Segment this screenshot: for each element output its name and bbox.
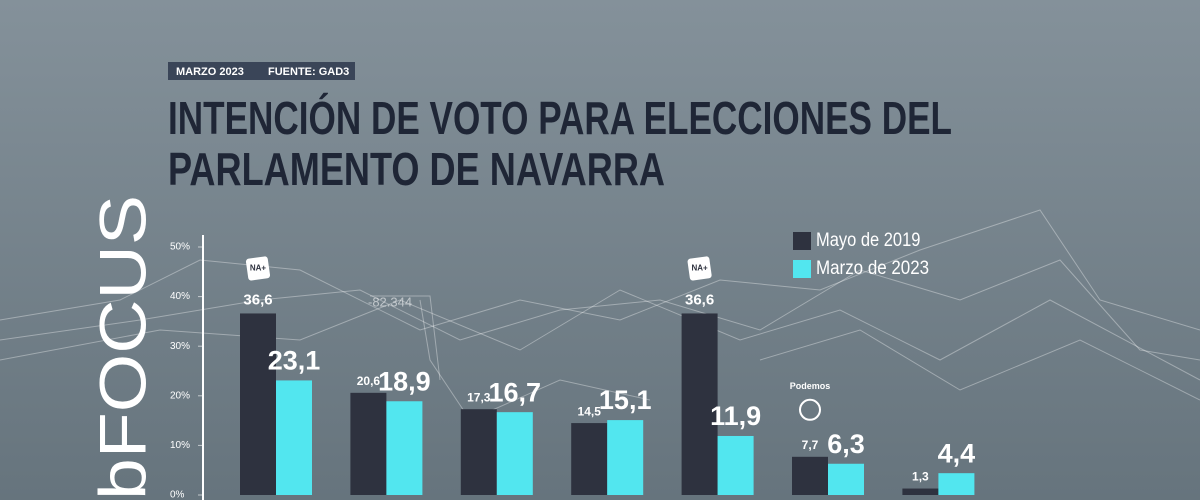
value-label: 20,6 [357,374,381,388]
legend-swatch [793,232,811,250]
value-label: 17,3 [467,390,491,404]
bar [386,401,423,495]
bar [681,313,718,495]
value-label: 18,9 [378,366,431,396]
bar [607,420,644,495]
channel-logo: bFOCUS [85,195,159,500]
value-label: 1,3 [912,470,929,484]
bar [828,463,864,495]
bar [792,456,828,495]
value-label: 16,7 [489,377,542,407]
legend-label: Marzo de 2023 [816,258,929,279]
title-line: PARLAMENTO DE NAVARRA [168,143,665,195]
value-label: 36,6 [685,291,714,308]
y-tick-label: 0% [170,490,185,500]
bar [350,392,387,495]
legend-label: Mayo de 2019 [816,230,920,251]
bar [240,313,276,495]
value-label: 36,6 [243,291,272,308]
party-logo: Podemos [790,381,831,391]
value-label: 15,1 [599,385,652,415]
party-logo-mark [687,256,712,281]
bar [902,488,939,495]
party-logo: NA+ [250,264,267,273]
y-tick-label: 20% [170,390,190,401]
y-tick-label: 50% [170,242,190,253]
legend-swatch [793,260,811,278]
source: FUENTE: GAD3 [268,66,349,78]
party-logo: NA+ [691,264,708,273]
value-label: 7,7 [802,438,819,452]
value-label: 14,5 [578,404,602,418]
title-line: INTENCIÓN DE VOTO PARA ELECCIONES DEL [168,92,952,144]
party-logo-mark [799,398,821,421]
bar [717,435,754,495]
value-label: 23,1 [268,346,321,376]
bar [571,423,608,495]
y-tick-label: 30% [170,341,190,352]
y-tick-label: 10% [170,440,190,451]
value-label: 4,4 [938,438,976,468]
date: MARZO 2023 [176,66,244,78]
bar [276,380,312,495]
bar [496,412,533,495]
value-label: 6,3 [827,429,865,459]
value-label: 11,9 [710,401,761,431]
bar [460,409,497,495]
bar [938,473,975,495]
party-logo-mark [245,256,271,281]
info-bar [168,62,355,80]
y-tick-label: 40% [170,291,190,302]
background-number: -82.344 [368,294,412,309]
